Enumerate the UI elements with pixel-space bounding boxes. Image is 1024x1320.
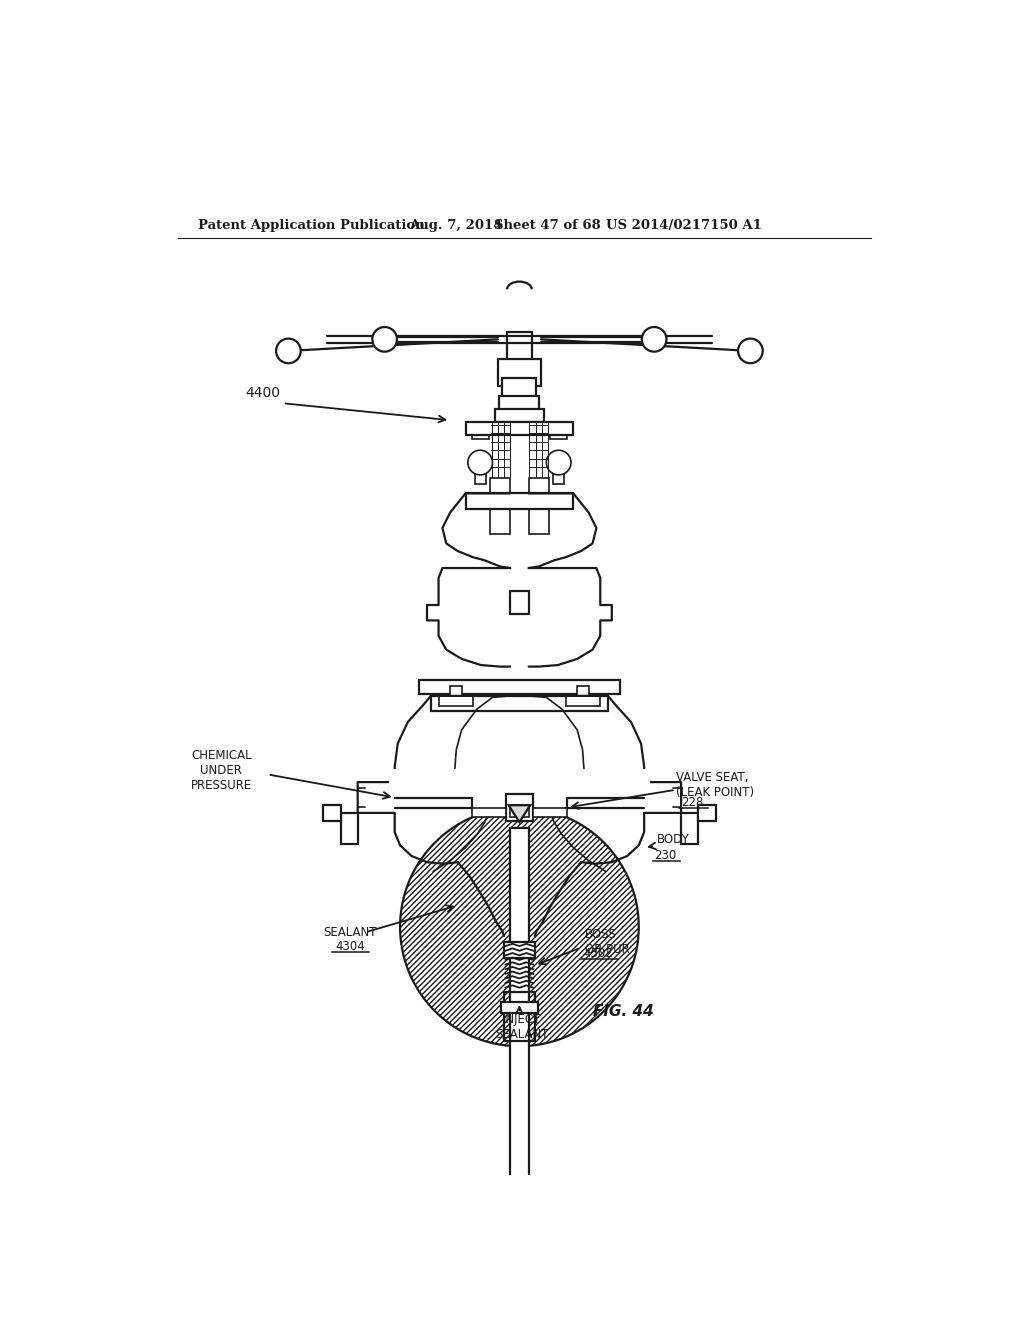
Bar <box>698 805 716 821</box>
Bar <box>501 1002 538 1014</box>
Bar <box>565 696 600 706</box>
Bar <box>323 805 341 821</box>
Bar <box>490 478 510 535</box>
Bar <box>506 793 534 821</box>
Bar <box>507 331 531 374</box>
Bar <box>495 409 544 422</box>
Text: BOSS
OR PUR: BOSS OR PUR <box>585 928 630 957</box>
Bar <box>550 425 567 438</box>
Bar <box>534 808 567 817</box>
Bar <box>451 686 462 705</box>
Text: CHEMICAL
UNDER
PRESSURE: CHEMICAL UNDER PRESSURE <box>190 748 252 792</box>
Circle shape <box>373 327 397 351</box>
Bar <box>466 422 573 434</box>
Bar <box>504 991 535 1040</box>
Bar <box>510 805 528 817</box>
Circle shape <box>738 338 763 363</box>
Circle shape <box>642 327 667 351</box>
Bar <box>681 813 698 843</box>
Text: 4302: 4302 <box>584 946 613 960</box>
Bar <box>611 896 629 919</box>
Text: Sheet 47 of 68: Sheet 47 of 68 <box>494 219 601 232</box>
Bar <box>504 942 535 958</box>
Text: 4304: 4304 <box>335 940 365 953</box>
Text: 4400: 4400 <box>246 387 281 400</box>
Text: BODY: BODY <box>656 833 689 846</box>
Bar <box>578 686 589 705</box>
Bar <box>500 396 540 413</box>
Bar <box>410 896 427 919</box>
Text: 228: 228 <box>682 796 703 809</box>
Text: VALVE SEAT,
(LEAK POINT): VALVE SEAT, (LEAK POINT) <box>676 771 754 800</box>
Circle shape <box>547 450 571 475</box>
Text: Aug. 7, 2014: Aug. 7, 2014 <box>410 219 503 232</box>
Text: 230: 230 <box>654 849 677 862</box>
Bar <box>510 591 528 614</box>
Bar <box>472 808 506 817</box>
Text: INJECT
SEALANT: INJECT SEALANT <box>495 1014 549 1041</box>
Circle shape <box>276 338 301 363</box>
Bar <box>341 813 357 843</box>
Bar <box>498 359 541 385</box>
Polygon shape <box>509 805 530 822</box>
Bar <box>427 906 458 949</box>
Circle shape <box>468 450 493 475</box>
Bar <box>553 455 564 484</box>
Bar <box>581 906 611 949</box>
Bar <box>419 681 620 694</box>
Text: US 2014/0217150 A1: US 2014/0217150 A1 <box>605 219 762 232</box>
Bar <box>388 770 650 808</box>
Bar <box>438 696 473 706</box>
Bar <box>431 696 608 711</box>
Text: SEALANT: SEALANT <box>324 925 377 939</box>
Bar <box>472 425 488 438</box>
Bar <box>503 378 537 397</box>
Text: FIG. 44: FIG. 44 <box>593 1005 653 1019</box>
Text: Patent Application Publication: Patent Application Publication <box>199 219 425 232</box>
Bar <box>510 829 528 1279</box>
Bar <box>475 455 485 484</box>
Bar <box>466 494 573 508</box>
Polygon shape <box>400 808 639 1047</box>
Bar <box>528 478 549 535</box>
